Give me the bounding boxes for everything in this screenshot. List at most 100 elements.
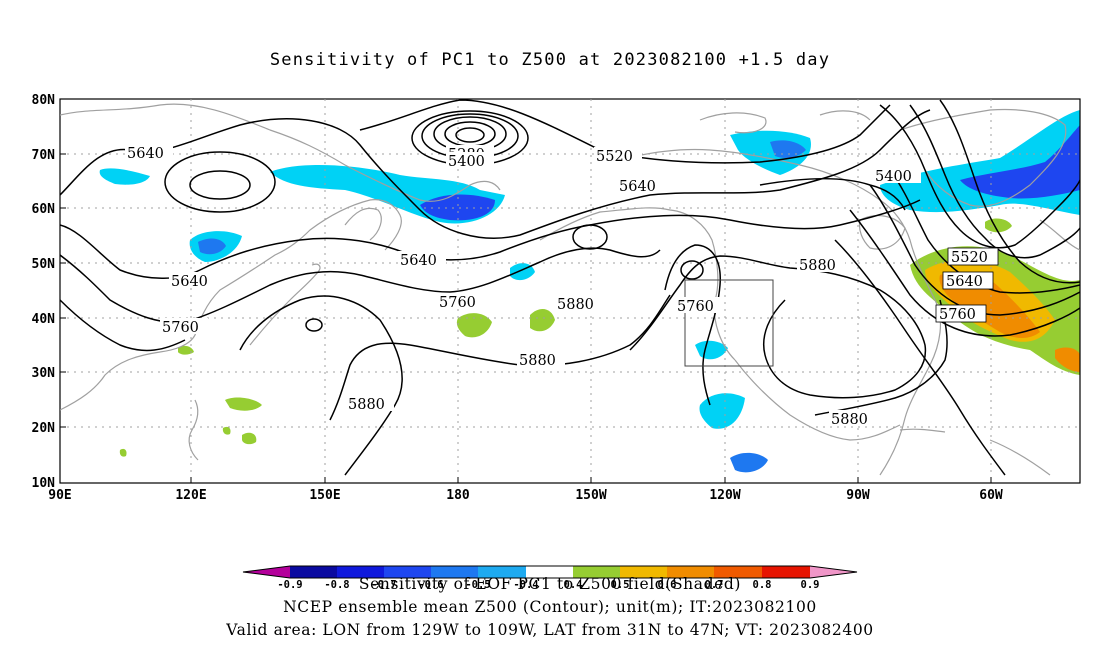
coast-alaska (539, 207, 736, 361)
caption-contour: NCEP ensemble mean Z500 (Contour); unit(… (283, 598, 817, 616)
lat-label-10n: 10N (32, 476, 56, 491)
clabel-5: 5640 (617, 177, 665, 195)
shade-green-nw-pacific (530, 308, 555, 332)
lat-label-80n: 80N (32, 93, 56, 108)
lat-labels: 80N 70N 60N 50N 40N 30N 20N 10N (32, 93, 56, 491)
colorbar-label: 0.4 (564, 579, 583, 591)
contour-label: 5880 (348, 397, 385, 413)
shade-green-central-pacific (456, 313, 492, 338)
shade-green-asia-4 (222, 426, 231, 435)
clabel-7: 5640 (398, 251, 446, 269)
caption-shading: Sensitivity of EOF PC1 to Z500 field(Sha… (358, 575, 742, 593)
coast-greenland (899, 108, 1067, 207)
contour-5880-c (629, 255, 927, 399)
contour-label: 5640 (619, 179, 656, 195)
contour-label: 5760 (677, 299, 714, 315)
shade-blue-baja (695, 340, 728, 360)
coast-japan (249, 263, 321, 346)
clabel-11: 5760 (160, 318, 208, 336)
plot-frame (59, 98, 1081, 484)
contour-label: 5880 (519, 353, 556, 369)
colorbar-label: 0.8 (753, 579, 772, 591)
coast-caribbean (899, 428, 946, 433)
lon-label-120w: 120W (709, 488, 740, 503)
shade-green-greenland-s (985, 218, 1012, 233)
lon-label-90w: 90W (846, 488, 870, 503)
contour-5880-a (329, 294, 671, 421)
clabel-4: 5520 (594, 147, 642, 165)
colorbar-bin-7 (573, 566, 620, 578)
colorbar-upper-triangle (810, 566, 857, 578)
grid (60, 99, 1080, 483)
colorbar-bin-5 (478, 566, 526, 578)
contour-pac-low (305, 318, 323, 332)
lon-label-120e: 120E (175, 488, 206, 503)
lon-label-150w: 150W (575, 488, 606, 503)
contour-label: 5520 (951, 250, 988, 266)
colorbar-label: -0.7 (371, 579, 396, 591)
contour-label: 5400 (448, 154, 485, 170)
colorbar-bin-6 (526, 566, 573, 578)
clabel-10: 5880 (555, 295, 603, 313)
colorbar-bin-4 (431, 566, 478, 578)
lon-label-90e: 90E (48, 488, 71, 503)
lat-label-20n: 20N (32, 421, 56, 436)
clabel-1: 5640 (125, 144, 173, 162)
contour-label: 5880 (799, 258, 836, 274)
shade-green-asia-1 (225, 397, 262, 411)
colorbar-label: 0.6 (658, 579, 677, 591)
colorbar-bin-10 (714, 566, 762, 578)
coast-svalbard-region (819, 110, 871, 121)
colorbar-label: 0.5 (611, 579, 630, 591)
contour-5760-b (60, 299, 186, 352)
colorbar-lower-triangle (243, 566, 290, 578)
clabel-8: 5640 (169, 272, 217, 290)
coast-arctic-islands (699, 112, 767, 134)
clabel-9: 5760 (437, 293, 485, 311)
clabel-13: 5880 (346, 395, 394, 413)
contour-sib-2 (164, 151, 276, 213)
contour-low-1 (455, 127, 485, 143)
contour-5880-d (814, 299, 948, 416)
sensitivity-shading (99, 110, 1080, 473)
coast-mexico (734, 359, 901, 441)
contour-5640-a (60, 109, 931, 239)
contour-east-2 (909, 104, 1080, 259)
coast-europe (1039, 219, 1080, 251)
contour-label: 5760 (939, 307, 976, 323)
contour-label: 5640 (400, 253, 437, 269)
colorbar-label: -0.9 (277, 579, 302, 591)
colorbar-bin-1 (290, 566, 337, 578)
shade-green-asia-5 (119, 448, 127, 457)
lon-label-60w: 60W (979, 488, 1003, 503)
lon-label-150e: 150E (309, 488, 340, 503)
shade-blue-west-siberia (99, 168, 150, 185)
contour-east-1 (879, 104, 1080, 249)
clabel-18: 5760 (675, 297, 723, 315)
valid-area-box (684, 279, 774, 367)
lon-label-180: 180 (446, 488, 470, 503)
clabel-6: 5400 (873, 167, 921, 185)
contour-ridge-hi (680, 260, 704, 280)
map-title: Sensitivity of PC1 to Z500 at 2023082100… (269, 50, 831, 70)
shade-green-asia-2 (242, 432, 257, 445)
colorbar: -0.9 -0.8 -0.7 -0.6 -0.5 -0.4 0.4 0.5 0.… (242, 565, 858, 591)
clabel-15: 5640 (942, 271, 994, 290)
shade-blue-mexico (730, 452, 768, 473)
colorbar-label: 0.7 (705, 579, 724, 591)
lat-label-30n: 30N (32, 366, 56, 381)
coast-siberia-north (60, 103, 501, 202)
colorbar-label: -0.8 (324, 579, 349, 591)
clabel-12: 5880 (517, 351, 565, 369)
colorbar-bin-2 (337, 566, 384, 578)
contour-label: 5640 (127, 146, 164, 162)
colorbar-label: -0.4 (513, 579, 538, 591)
colorbar-label: 0.9 (801, 579, 820, 591)
coast-hudson-bay (858, 214, 906, 250)
contour-east-5 (869, 184, 1080, 316)
colorbar-bin-11 (762, 566, 810, 578)
contour-label: 5880 (831, 412, 868, 428)
coast-east-asia (60, 199, 402, 411)
colorbar-bin-9 (667, 566, 714, 578)
